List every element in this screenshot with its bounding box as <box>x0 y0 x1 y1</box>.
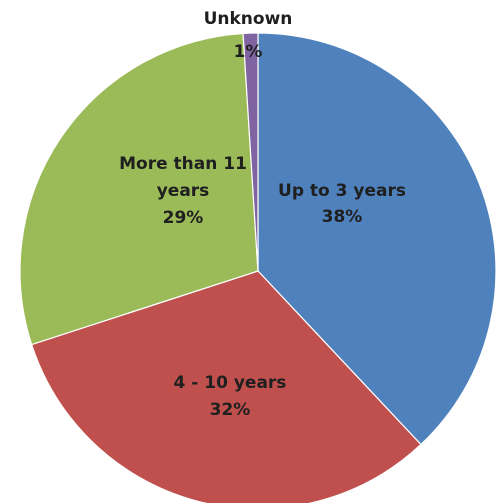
pie-category-label-up-to-3-years: Up to 3 years <box>278 181 406 201</box>
pie-percent-label-4-10-years: 32% <box>210 400 251 420</box>
pie-slices <box>19 32 497 503</box>
pie-slice-up-to-3-years <box>257 32 497 446</box>
pie-category-label-unknown: Unknown <box>204 9 293 29</box>
pie-percent-label-up-to-3-years: 38% <box>322 207 363 227</box>
pie-slice-4-10-years <box>30 270 422 503</box>
pie-category-label-4-10-years: 4 - 10 years <box>174 373 287 393</box>
pie-percent-label-unknown: 1% <box>234 42 263 62</box>
pie-category-label-more-than-11-years: More than 11 <box>119 154 247 174</box>
pie-slice-unknown <box>242 32 259 272</box>
pie-category-label-more-than-11-years: years <box>157 181 210 201</box>
pie-labels: Up to 3 years 38% 4 - 10 years 32% More than… <box>119 9 406 420</box>
pie-slice-more-than-11-years <box>19 32 259 346</box>
pie-percent-label-more-than-11-years: 29% <box>163 208 204 228</box>
